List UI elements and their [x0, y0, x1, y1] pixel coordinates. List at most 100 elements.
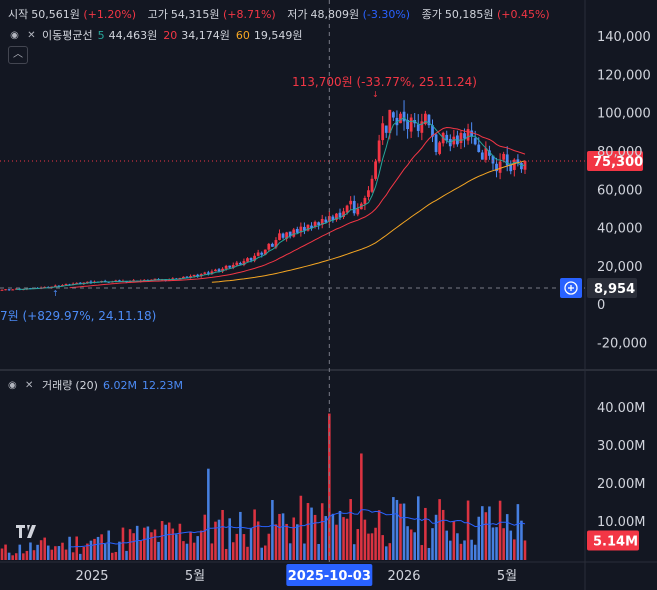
- volume-bar: [231, 542, 235, 560]
- candle-body: [477, 144, 481, 152]
- candle-body: [431, 125, 434, 137]
- candle-body: [153, 278, 157, 280]
- eye-icon[interactable]: ◉: [8, 379, 17, 391]
- volume-bar: [164, 524, 167, 560]
- candle-body: [228, 265, 232, 268]
- high-change: (+8.71%): [222, 8, 276, 21]
- volume-bar: [249, 527, 253, 560]
- volume-bar: [495, 527, 498, 560]
- cursor-badge: [587, 278, 637, 299]
- volume-bar: [438, 499, 441, 560]
- candle-body: [295, 229, 299, 233]
- chevron-up-icon[interactable]: ︿: [8, 46, 28, 64]
- volume-bar: [306, 503, 310, 560]
- volume-bar: [128, 529, 132, 560]
- volume-bar: [217, 519, 221, 560]
- volume-bar: [178, 523, 182, 560]
- ma20-line: [69, 126, 526, 289]
- candle-body: [352, 200, 356, 214]
- volume-bar: [484, 512, 488, 560]
- volume-bar: [395, 499, 399, 560]
- volume-bar: [271, 500, 274, 560]
- candle-body: [495, 163, 498, 172]
- volume-bar: [434, 514, 438, 560]
- candle-body: [374, 161, 377, 179]
- candle-body: [502, 153, 506, 160]
- volume-bar: [352, 544, 356, 560]
- close-change: (+0.45%): [496, 8, 550, 21]
- close-icon[interactable]: ✕: [25, 379, 34, 391]
- close-label: 종가: [421, 8, 442, 21]
- volume-bar: [4, 544, 7, 560]
- volume-bar: [210, 543, 214, 560]
- eye-icon[interactable]: ◉: [10, 29, 19, 41]
- volume-bar: [402, 503, 406, 560]
- volume-bar: [135, 525, 139, 560]
- candle-body: [281, 233, 285, 238]
- volume-bar: [360, 453, 363, 560]
- candle-body: [402, 111, 406, 122]
- price-tick-label: 80,000: [597, 145, 643, 160]
- volume-bar: [189, 531, 192, 560]
- volume-bar: [25, 550, 29, 560]
- candle-body: [349, 200, 353, 205]
- candle-body: [89, 281, 93, 283]
- candle-body: [75, 282, 79, 284]
- volume-bar: [303, 543, 306, 560]
- volume-bar: [505, 514, 509, 560]
- volume-bar: [285, 523, 288, 560]
- volume-bar: [224, 548, 228, 560]
- candle-body: [342, 211, 345, 218]
- volume-ma-line: [69, 509, 526, 548]
- candle-body: [338, 212, 342, 218]
- volume-period: (20): [75, 378, 98, 392]
- price-tick-label: 60,000: [597, 183, 643, 198]
- candle-body: [388, 109, 392, 134]
- volume-bar: [43, 537, 46, 560]
- candle-body: [470, 130, 474, 137]
- volume-bar: [121, 527, 125, 560]
- volume-bar: [278, 513, 281, 560]
- volume-bar: [64, 549, 68, 560]
- candle-body: [270, 243, 274, 247]
- volume-bar: [441, 509, 445, 560]
- candle-body: [199, 274, 203, 277]
- close-icon[interactable]: ✕: [27, 29, 36, 41]
- tradingview-logo[interactable]: [14, 521, 44, 543]
- volume-bar: [513, 539, 516, 560]
- candle-body: [11, 289, 15, 291]
- volume-bar: [463, 540, 466, 560]
- candle-body: [85, 281, 89, 283]
- volume-bar: [0, 548, 4, 560]
- volume-bar: [473, 544, 477, 560]
- ma60-line: [211, 160, 526, 283]
- ma-legend: ◉ ✕ 이동평균선 5 44,463원 20 34,174원 60 19,549…: [8, 27, 302, 43]
- ohlc-legend: 시작 50,561원 (+1.20%) 고가 54,315원 (+8.71%) 저가…: [8, 6, 558, 22]
- volume-bar: [420, 545, 424, 560]
- volume-bar: [57, 546, 61, 560]
- candle-body: [512, 159, 516, 170]
- volume-bar: [260, 547, 264, 560]
- candle-body: [267, 243, 271, 250]
- candle-body: [256, 252, 260, 256]
- ma5-period: 5: [97, 28, 105, 42]
- candle-body: [434, 134, 438, 152]
- volume-badge-text: 5.14M: [593, 534, 638, 549]
- volume-bar: [185, 543, 189, 560]
- candle-body: [4, 289, 7, 291]
- volume-bar: [50, 549, 54, 560]
- volume-bar: [29, 542, 32, 560]
- candle-body: [498, 161, 502, 173]
- price-tick-label: -20,000: [597, 336, 647, 351]
- volume-bar: [242, 534, 246, 560]
- close-value: 50,185원: [444, 8, 494, 21]
- volume-bar: [292, 517, 296, 560]
- volume-bar: [509, 530, 513, 560]
- volume-tick-label: 10.00M: [597, 515, 645, 530]
- volume-bar: [171, 528, 175, 560]
- volume-bar: [75, 536, 78, 560]
- candle-body: [445, 134, 449, 141]
- time-badge-text: 2025-10-03: [288, 569, 371, 584]
- volume-bar: [342, 517, 345, 560]
